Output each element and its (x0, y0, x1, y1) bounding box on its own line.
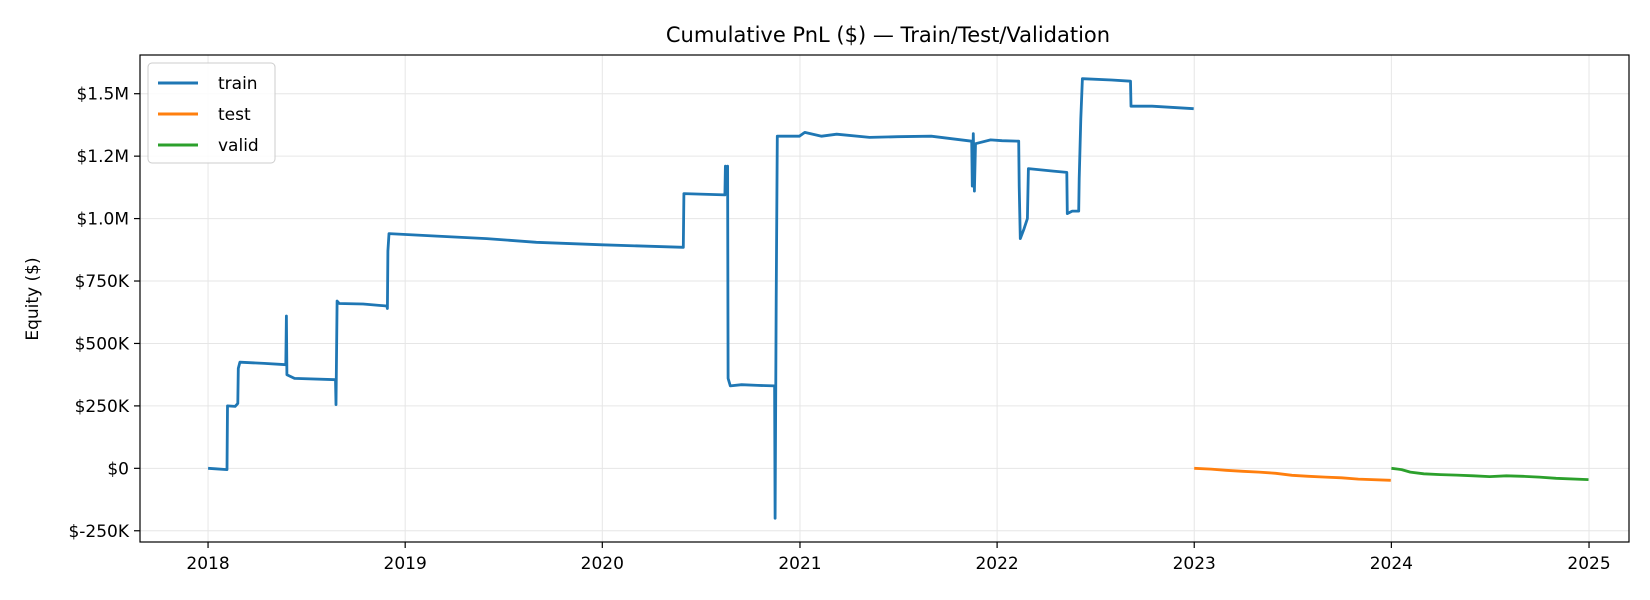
y-tick-label: $250K (75, 397, 130, 417)
legend: train test valid (147, 62, 276, 164)
chart-title: Cumulative PnL ($) — Train/Test/Validati… (666, 23, 1110, 47)
series-line-test (1194, 466, 1391, 482)
y-tick-label: $500K (75, 334, 130, 354)
x-tick-label: 2019 (384, 554, 427, 574)
y-tick-label: $750K (75, 272, 130, 292)
x-tick-label: 2023 (1173, 554, 1216, 574)
y-axis: $-250K $0 $250K $500K $750K $1.0M $1.2M $1.5M (68, 85, 140, 542)
x-tick-label: 2022 (975, 554, 1018, 574)
y-tick-label: $1.2M (76, 147, 129, 167)
legend-label-valid: valid (218, 136, 259, 156)
y-tick-label: $0 (107, 459, 129, 479)
legend-box (147, 62, 276, 164)
legend-label-test: test (218, 105, 251, 125)
series-line-valid (1391, 466, 1589, 481)
y-tick-label: $-250K (68, 522, 129, 542)
x-axis: 2018 2019 2020 2021 2022 2023 2024 2025 (186, 542, 1611, 574)
y-tick-label: $1.0M (76, 210, 129, 230)
x-tick-label: 2020 (581, 554, 624, 574)
x-tick-label: 2021 (778, 554, 821, 574)
y-axis-label: Equity ($) (23, 257, 43, 340)
x-tick-label: 2024 (1370, 554, 1413, 574)
x-tick-label: 2018 (186, 554, 229, 574)
y-tick-label: $1.5M (76, 85, 129, 105)
grid-lines (140, 55, 1629, 542)
plot-frame (139, 54, 1630, 543)
legend-label-train: train (218, 74, 258, 94)
series-layer (208, 77, 1589, 520)
x-tick-label: 2025 (1567, 554, 1610, 574)
plot-area (140, 55, 1629, 542)
series-line-train (208, 77, 1194, 520)
